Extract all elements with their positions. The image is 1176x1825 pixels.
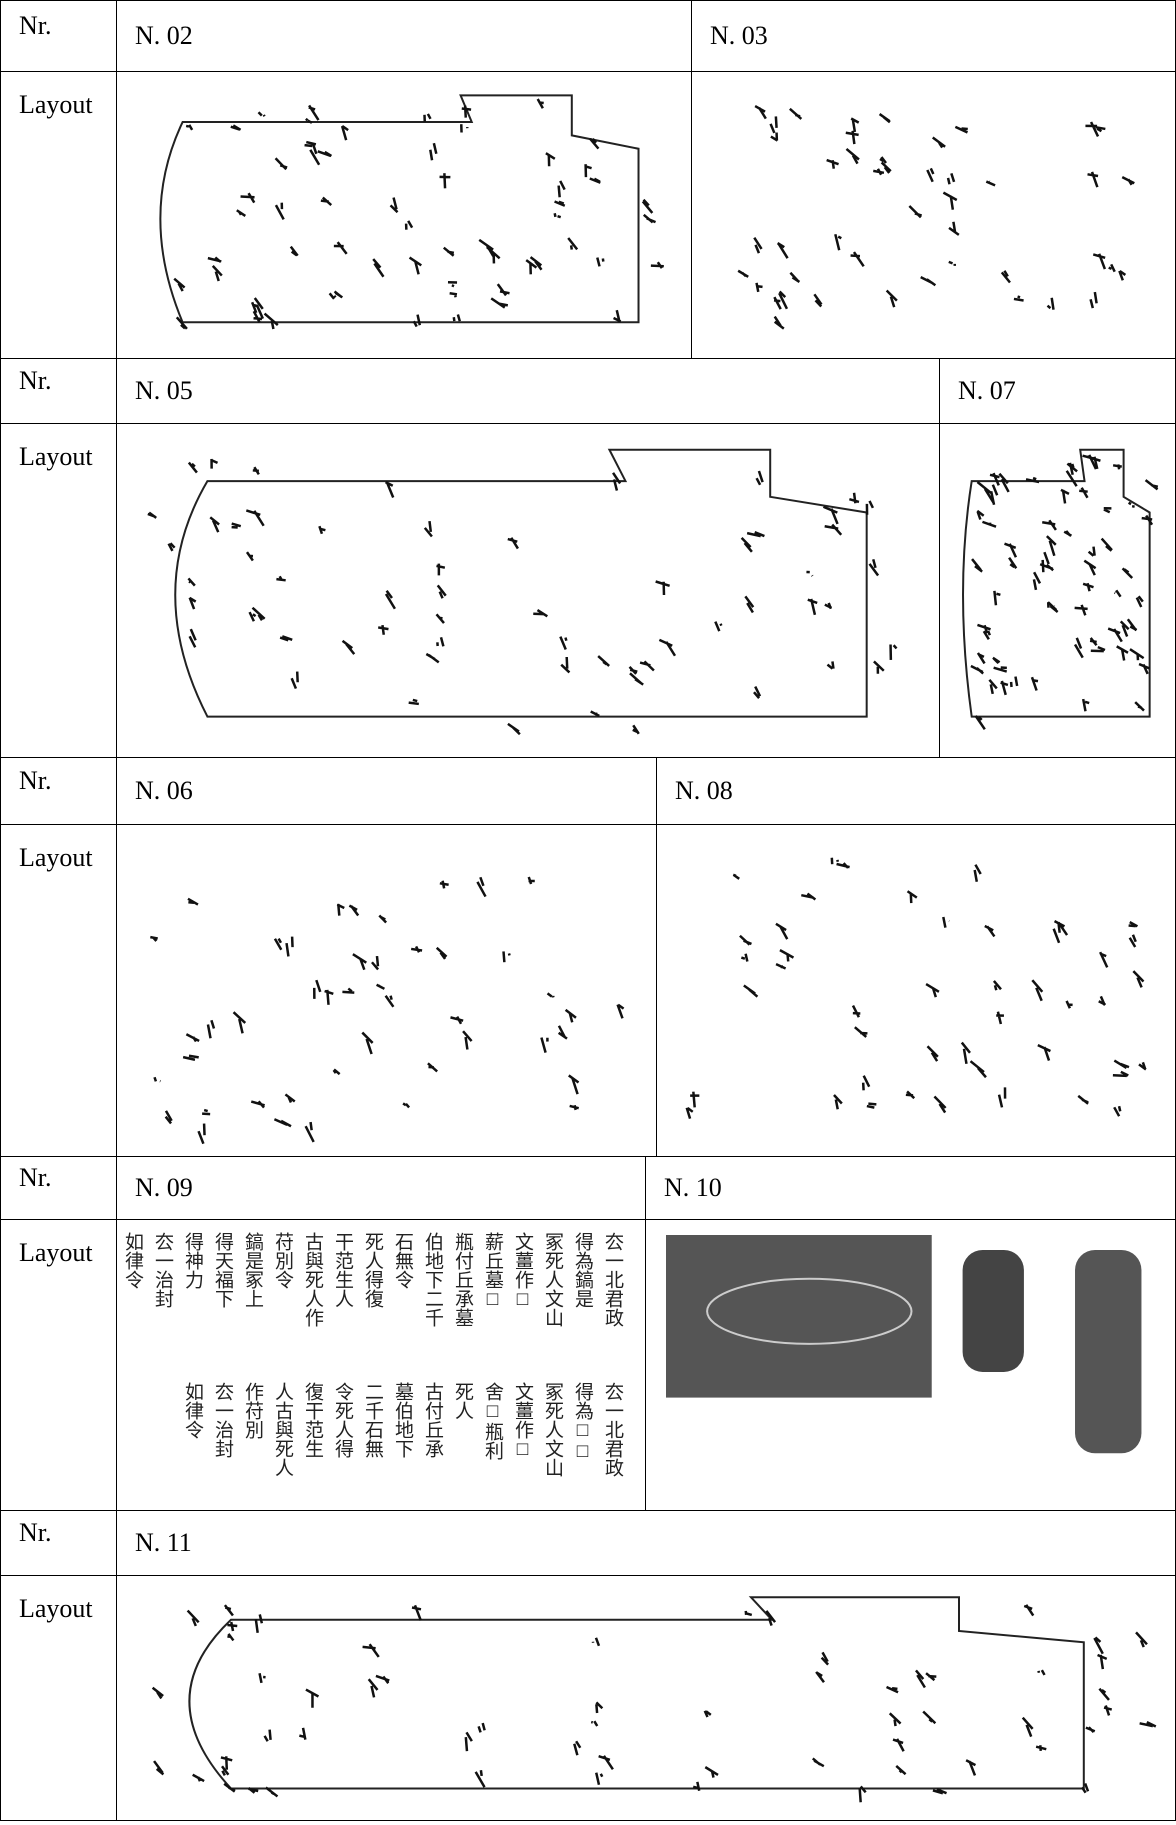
layout-cell: [116, 423, 940, 758]
transcription-column: 得為□□: [572, 1382, 593, 1462]
inscription-figure: [147, 448, 898, 736]
layout-cell: 厺一北君政 得為鎬是 冢死人文山 文薑作□ 薪丘墓□ 瓶付丘承墓 伯地下二千 石無令 死人得復干…: [116, 1219, 646, 1511]
transcription-column: 死人得復: [362, 1232, 383, 1308]
transcription-column: 作苻別: [242, 1382, 263, 1439]
nr-label: Nr.: [0, 757, 117, 825]
transcription-column: 文薑作□: [512, 1232, 533, 1310]
layout-label: Layout: [0, 423, 117, 758]
transcription-column: 厺一治封: [152, 1232, 173, 1308]
entry-id: N. 07: [939, 358, 1176, 424]
transcription-column: 古付丘承: [422, 1382, 443, 1458]
transcription-column: 厺一治封: [212, 1382, 233, 1458]
entry-id: N. 10: [645, 1156, 1176, 1220]
nr-label: Nr.: [0, 1156, 117, 1220]
transcription-column: 死人: [452, 1382, 473, 1420]
transcription-column: 復干范生: [302, 1382, 323, 1458]
transcription-column: 令死人得: [332, 1382, 353, 1458]
entry-id: N. 02: [116, 0, 692, 72]
entry-id: N. 05: [116, 358, 940, 424]
transcription-column: 如律令: [182, 1382, 203, 1439]
layout-cell: [939, 423, 1176, 758]
transcription-column: 薪丘墓□: [482, 1232, 503, 1310]
transcription-column: 干范生人: [332, 1232, 353, 1308]
transcription-column: 厺一北君政: [602, 1382, 623, 1477]
nr-label: Nr.: [0, 1510, 117, 1576]
inscription-figure: [150, 876, 625, 1145]
nr-label: Nr.: [0, 358, 117, 424]
transcription-column: 冢死人文山: [542, 1382, 563, 1477]
transcription-column: 厺一北君政: [602, 1232, 623, 1327]
transcription-column: 墓伯地下: [392, 1382, 413, 1458]
transcription-column: 伯地下二千: [422, 1232, 443, 1327]
layout-cell: [116, 1575, 1176, 1821]
transcription-block: 厺一北君政 得為鎬是 冢死人文山 文薑作□ 薪丘墓□ 瓶付丘承墓 伯地下二千 石無令 死人得復干…: [117, 1232, 625, 1352]
layout-cell: [116, 824, 657, 1157]
transcription-column: 人古與死人: [272, 1382, 293, 1477]
table-row-pair: Nr. Layout N. 02 N. 03: [0, 0, 1176, 359]
transcription-column: 古與死人作: [302, 1232, 323, 1327]
transcription-column: 石無令: [392, 1232, 413, 1289]
transcription-column: 苻別令: [272, 1232, 293, 1289]
inscription-figure: [685, 857, 1147, 1119]
layout-cell: [691, 71, 1176, 359]
entry-id: N. 11: [116, 1510, 1176, 1576]
inscription-figure: [737, 104, 1135, 330]
entry-id: N. 03: [691, 0, 1176, 72]
table-row-pair: Nr. Layout N. 05 N. 07: [0, 358, 1176, 758]
layout-label: Layout: [0, 71, 117, 359]
transcription-column: 瓶付丘承墓: [452, 1232, 473, 1327]
transcription-column: 得神力: [182, 1232, 203, 1289]
inscription-figure: [962, 448, 1159, 731]
entry-id: N. 08: [656, 757, 1176, 825]
inscription-figure: [666, 1235, 1142, 1454]
layout-label: Layout: [0, 1219, 117, 1511]
transcription-column: 鎬是冢上: [242, 1232, 263, 1308]
entry-id: N. 09: [116, 1156, 646, 1220]
layout-cell: [656, 824, 1176, 1157]
inscription-figure: [151, 1596, 1157, 1803]
transcription-block: 厺一北君政 得為□□ 冢死人文山 文薑作□ 舍□瓶利 死人 古付丘承 墓伯地下 二千石無 令死人得…: [175, 1382, 625, 1510]
inscription-figure: [159, 94, 664, 330]
layout-cell: [116, 71, 692, 359]
table-row-pair: Nr. Layout N. 11: [0, 1510, 1176, 1821]
table-row-pair: Nr. Layout N. 09 厺一北君政 得為鎬是 冢死人文山 文薑作□ 薪丘墓□ 瓶付丘承…: [0, 1156, 1176, 1511]
transcription-column: 冢死人文山: [542, 1232, 563, 1327]
transcription-column: 文薑作□: [512, 1382, 533, 1460]
entry-id: N. 06: [116, 757, 657, 825]
nr-label: Nr.: [0, 0, 117, 72]
layout-cell: [645, 1219, 1176, 1511]
transcription-column: 得天福下: [212, 1232, 233, 1308]
transcription-column: 舍□瓶利: [482, 1382, 503, 1460]
transcription-column: 如律令: [122, 1232, 143, 1289]
transcription-column: 二千石無: [362, 1382, 383, 1458]
table-row-pair: Nr. Layout N. 06 N. 08: [0, 757, 1176, 1157]
layout-label: Layout: [0, 824, 117, 1157]
layout-label: Layout: [0, 1575, 117, 1821]
transcription-column: 得為鎬是: [572, 1232, 593, 1308]
